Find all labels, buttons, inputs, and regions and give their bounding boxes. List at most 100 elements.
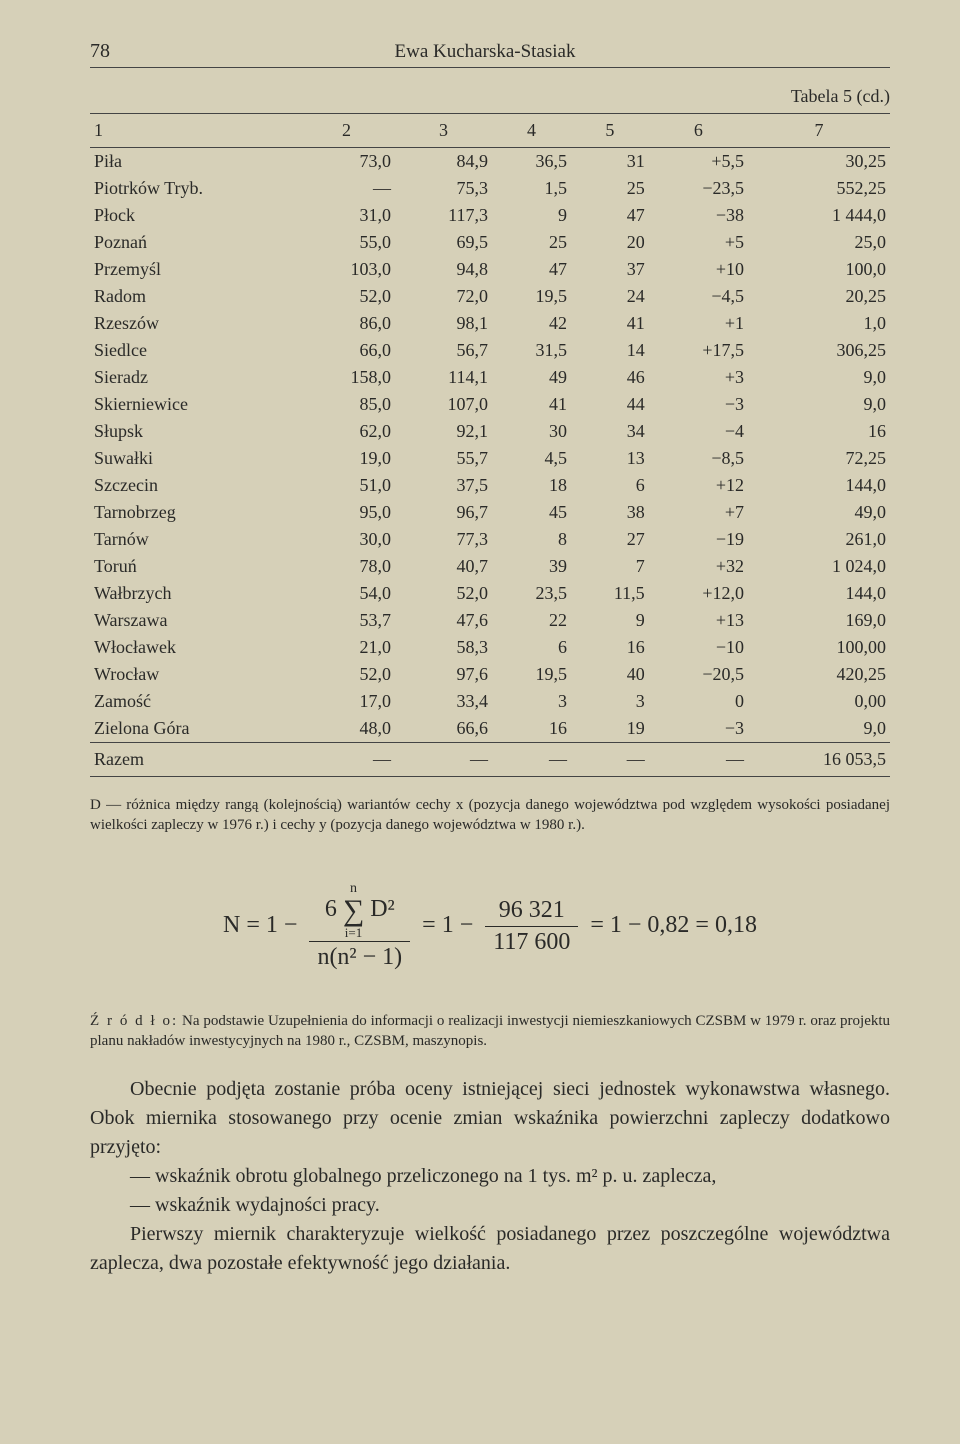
row-value: 78,0 (298, 553, 395, 580)
column-header: 4 (492, 114, 571, 148)
column-header: 7 (748, 114, 890, 148)
row-value: 41 (571, 310, 649, 337)
row-name: Słupsk (90, 418, 298, 445)
table-footnote: D — różnica między rangą (kolejnością) w… (90, 795, 890, 836)
row-value: 75,3 (395, 175, 492, 202)
row-value: −8,5 (649, 445, 748, 472)
table-row: Włocławek21,058,3616−10100,00 (90, 634, 890, 661)
column-header: 6 (649, 114, 748, 148)
row-value: 52,0 (298, 661, 395, 688)
table-row: Radom52,072,019,524−4,520,25 (90, 283, 890, 310)
row-value: 72,25 (748, 445, 890, 472)
table-row: Wałbrzych54,052,023,511,5+12,0144,0 (90, 580, 890, 607)
row-value: −20,5 (649, 661, 748, 688)
row-value: 24 (571, 283, 649, 310)
row-value: 420,25 (748, 661, 890, 688)
row-value: 39 (492, 553, 571, 580)
table-row: Suwałki19,055,74,513−8,572,25 (90, 445, 890, 472)
row-name: Wrocław (90, 661, 298, 688)
row-name: Tarnobrzeg (90, 499, 298, 526)
row-value: +5 (649, 229, 748, 256)
row-value: +1 (649, 310, 748, 337)
row-value: 31,5 (492, 337, 571, 364)
row-value: 37,5 (395, 472, 492, 499)
row-value: 56,7 (395, 337, 492, 364)
row-value: 85,0 (298, 391, 395, 418)
table-row: Siedlce66,056,731,514+17,5306,25 (90, 337, 890, 364)
row-value: +32 (649, 553, 748, 580)
row-value: 55,7 (395, 445, 492, 472)
row-name: Płock (90, 202, 298, 229)
footer-value: — (649, 743, 748, 777)
table-row: Wrocław52,097,619,540−20,5420,25 (90, 661, 890, 688)
row-value: 47 (571, 202, 649, 229)
row-value: 20 (571, 229, 649, 256)
row-value: 36,5 (492, 148, 571, 176)
row-value: 6 (571, 472, 649, 499)
row-value: 1,0 (748, 310, 890, 337)
table-row: Tarnobrzeg95,096,74538+749,0 (90, 499, 890, 526)
row-value: 100,00 (748, 634, 890, 661)
row-name: Tarnów (90, 526, 298, 553)
row-value: 6 (492, 634, 571, 661)
row-value: 97,6 (395, 661, 492, 688)
row-value: −4,5 (649, 283, 748, 310)
row-value: 16 (748, 418, 890, 445)
table-row: Piła73,084,936,531+5,530,25 (90, 148, 890, 176)
row-name: Wałbrzych (90, 580, 298, 607)
row-value: 52,0 (395, 580, 492, 607)
row-value: 40 (571, 661, 649, 688)
row-value: 3 (492, 688, 571, 715)
row-value: 49 (492, 364, 571, 391)
row-value: 552,25 (748, 175, 890, 202)
row-value: +12,0 (649, 580, 748, 607)
row-value: 9,0 (748, 364, 890, 391)
row-value: 19 (571, 715, 649, 743)
row-value: 48,0 (298, 715, 395, 743)
row-value: 23,5 (492, 580, 571, 607)
row-value: 144,0 (748, 580, 890, 607)
row-name: Sieradz (90, 364, 298, 391)
row-name: Poznań (90, 229, 298, 256)
table-row: Tarnów30,077,3827−19261,0 (90, 526, 890, 553)
table-row: Szczecin51,037,5186+12144,0 (90, 472, 890, 499)
row-value: 38 (571, 499, 649, 526)
row-value: +3 (649, 364, 748, 391)
row-value: 1 444,0 (748, 202, 890, 229)
row-value: 18 (492, 472, 571, 499)
row-value: 58,3 (395, 634, 492, 661)
table-row: Piotrków Tryb.—75,31,525−23,5552,25 (90, 175, 890, 202)
row-name: Rzeszów (90, 310, 298, 337)
table-row: Warszawa53,747,6229+13169,0 (90, 607, 890, 634)
row-value: +12 (649, 472, 748, 499)
row-value: 100,0 (748, 256, 890, 283)
row-value: 69,5 (395, 229, 492, 256)
row-value: 3 (571, 688, 649, 715)
row-value: 30,0 (298, 526, 395, 553)
formula-lhs: N = 1 − (223, 912, 297, 938)
row-value: 16 (492, 715, 571, 743)
row-name: Szczecin (90, 472, 298, 499)
data-table: 1234567 Piła73,084,936,531+5,530,25Piotr… (90, 113, 890, 777)
row-value: 11,5 (571, 580, 649, 607)
row-value: 84,9 (395, 148, 492, 176)
row-name: Radom (90, 283, 298, 310)
paragraph: — wskaźnik obrotu globalnego przeliczone… (90, 1162, 890, 1191)
row-value: 158,0 (298, 364, 395, 391)
row-value: +17,5 (649, 337, 748, 364)
row-value: 169,0 (748, 607, 890, 634)
row-value: 9 (571, 607, 649, 634)
formula-fraction-1: 6 n ∑ i=1 D² n(n² − 1) (309, 882, 410, 971)
row-value: 31 (571, 148, 649, 176)
row-value: 9 (492, 202, 571, 229)
formula-fraction-2: 96 321 117 600 (485, 897, 578, 956)
row-value: 72,0 (395, 283, 492, 310)
row-value: 98,1 (395, 310, 492, 337)
row-value: 33,4 (395, 688, 492, 715)
column-header: 1 (90, 114, 298, 148)
paragraph: — wskaźnik wydajności pracy. (90, 1191, 890, 1220)
source-label: Ź r ó d ł o: (90, 1013, 178, 1029)
table-caption: Tabela 5 (cd.) (90, 86, 890, 107)
row-name: Włocławek (90, 634, 298, 661)
table-row: Toruń78,040,7397+321 024,0 (90, 553, 890, 580)
